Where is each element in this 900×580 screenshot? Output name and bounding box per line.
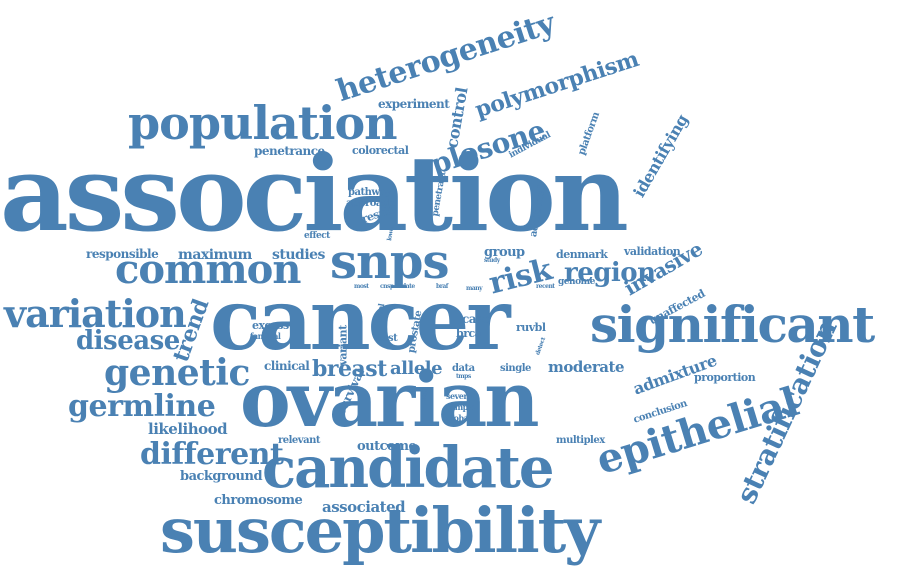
word-common: common xyxy=(115,246,301,293)
word-proportion: proportion xyxy=(694,371,756,384)
word-single: single xyxy=(500,363,531,374)
word-population: population xyxy=(128,96,398,150)
word-several: several xyxy=(446,391,475,401)
word-most: most xyxy=(354,283,369,290)
word-clinical: clinical xyxy=(264,359,310,373)
word-detect: detect xyxy=(534,336,547,357)
word-excess: excess xyxy=(252,319,289,332)
word-group: group xyxy=(484,245,525,260)
word-disease: disease xyxy=(76,326,180,356)
word-pathway: pathway xyxy=(348,187,391,198)
word-colorectal: colorectal xyxy=(352,144,409,157)
word-sample: sample xyxy=(446,402,475,412)
word-chromosome: chromosome xyxy=(214,493,303,508)
word-recent: recent xyxy=(536,283,555,290)
word-familial: familial xyxy=(250,331,281,341)
word-penetrance: penetrance xyxy=(254,144,325,158)
word-genome: genome xyxy=(558,277,595,287)
word-braf: braf xyxy=(436,283,448,290)
word-background: background xyxy=(180,469,263,484)
word-tmps: tmps xyxy=(456,373,471,380)
word-associated: associated xyxy=(322,498,406,516)
word-candidate: candidate xyxy=(262,435,554,501)
word-genetic: genetic xyxy=(104,352,250,394)
word-ovarian: ovarian xyxy=(240,355,540,444)
word-effect: effect xyxy=(304,231,330,241)
word-cancer: cancer xyxy=(210,270,510,369)
word-test: test xyxy=(378,333,398,344)
word-cnsp: cnsp xyxy=(380,283,394,290)
word-snps: snps xyxy=(330,234,450,290)
word-global: global xyxy=(446,413,471,423)
word-identifying: identifying xyxy=(629,111,692,201)
word-date: date xyxy=(402,283,415,290)
word-brca: brca xyxy=(456,327,482,340)
word-breast: breast xyxy=(312,356,387,382)
word-maximum: maximum xyxy=(178,247,252,263)
word-susceptibility: susceptibility xyxy=(160,494,600,567)
word-denmark: denmark xyxy=(556,248,608,261)
word-level: level xyxy=(373,303,387,323)
word-variant: variant xyxy=(336,325,350,366)
word-experiment: experiment xyxy=(378,97,450,111)
word-study: study xyxy=(484,257,500,264)
word-multiplex: multiplex xyxy=(556,435,605,446)
word-studies: studies xyxy=(272,247,325,263)
word-different: different xyxy=(140,437,284,472)
word-validation: validation xyxy=(624,245,681,258)
word-significant: significant xyxy=(590,295,875,354)
word-many: many xyxy=(466,285,483,292)
word-variation: variation xyxy=(4,291,187,336)
word-approach: approach xyxy=(346,198,395,209)
word-ruvbl: ruvbl xyxy=(516,321,546,334)
word-association: association xyxy=(0,132,629,255)
word-data: data xyxy=(452,363,475,374)
word-case: case xyxy=(462,312,490,326)
word-likelihood: likelihood xyxy=(148,420,228,438)
word-outcome: outcome xyxy=(357,439,417,454)
word-relevant: relevant xyxy=(278,435,320,446)
word-region: region xyxy=(564,258,656,288)
word-moderate: moderate xyxy=(548,358,625,376)
word-germline: germline xyxy=(68,389,216,424)
word-polymorphism: polymorphism xyxy=(471,46,642,124)
word-responsible: responsible xyxy=(86,247,159,261)
word-allele: allele xyxy=(390,358,443,379)
